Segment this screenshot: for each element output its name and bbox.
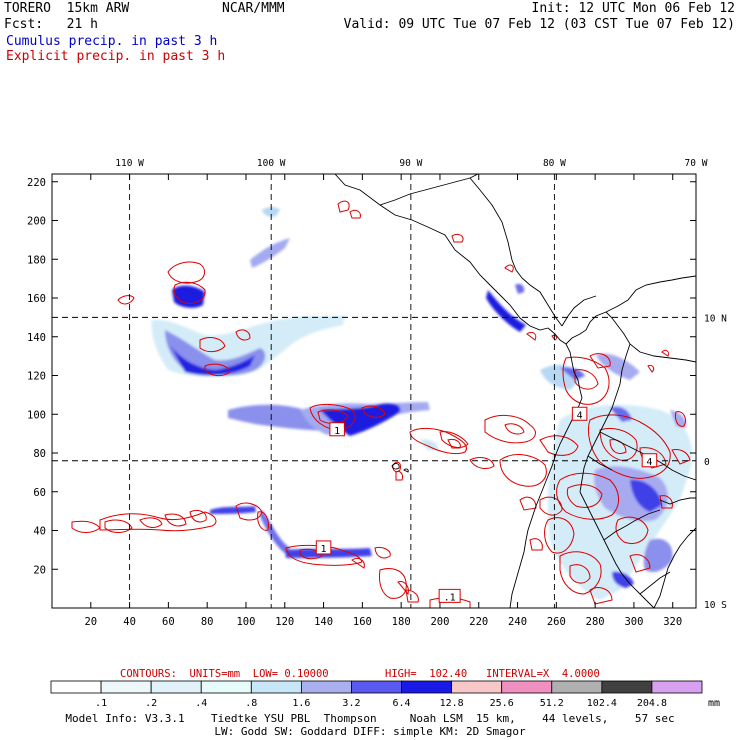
- contour-label-box: [641, 453, 658, 468]
- colorbar-label: 25.6: [490, 698, 514, 709]
- forecast-hour: Fcst: 21 h: [4, 17, 98, 32]
- contour-label-box: [329, 422, 345, 437]
- x-tick-label: 260: [547, 616, 566, 628]
- colorbar-label: .8: [245, 698, 257, 709]
- colorbar-label: 12.8: [440, 698, 464, 709]
- colorbar-swatch: [651, 680, 703, 694]
- x-tick-label: 80: [201, 616, 214, 628]
- colorbar-label: 102.4: [587, 698, 617, 709]
- contour-label: 1: [321, 544, 327, 555]
- longitude-label: 70 W: [685, 158, 708, 169]
- longitude-label: 110 W: [115, 158, 144, 169]
- contour-label: 1: [334, 426, 340, 437]
- x-tick-label: 280: [586, 616, 605, 628]
- y-tick-label: 120: [27, 371, 46, 383]
- y-tick-label: 200: [27, 216, 46, 228]
- latitude-label: 0: [704, 457, 710, 468]
- y-tick-label: 80: [33, 448, 46, 460]
- colorbar-swatch: [401, 680, 453, 694]
- y-tick-label: 160: [27, 293, 46, 305]
- x-tick-label: 200: [430, 616, 449, 628]
- contour-high: HIGH= 102.40: [385, 668, 468, 680]
- y-tick-label: 180: [27, 254, 46, 266]
- colorbar-swatch: [551, 680, 603, 694]
- y-tick-label: 220: [27, 177, 46, 189]
- y-tick-label: 140: [27, 332, 46, 344]
- contour-labels: 1 4 4 1 .1: [315, 406, 658, 603]
- y-axis-ticks: 20 40 60 80 100 120 140 160 180 200 220: [27, 177, 696, 576]
- x-tick-label: 40: [123, 616, 136, 628]
- contour-units: CONTOURS: UNITS=mm LOW= 0.10000: [120, 668, 329, 680]
- x-tick-label: 180: [392, 616, 411, 628]
- x-tick-label: 120: [275, 616, 294, 628]
- x-tick-label: 60: [162, 616, 175, 628]
- contour-label: 4: [577, 410, 583, 421]
- x-tick-label: 160: [353, 616, 372, 628]
- contour-label-box: [571, 406, 588, 421]
- colorbar-label: .4: [195, 698, 207, 709]
- x-tick-label: 20: [84, 616, 97, 628]
- colorbar-swatch: [601, 680, 653, 694]
- explicit-legend: Explicit precip. in past 3 h: [6, 49, 226, 64]
- plot-frame: [51, 173, 697, 609]
- latitude-labels: 10 N 0 10 S: [704, 313, 727, 611]
- contour-label-box: [438, 588, 461, 603]
- longitude-label: 100 W: [257, 158, 286, 169]
- colorbar-swatch: [351, 680, 402, 694]
- cumulus-legend: Cumulus precip. in past 3 h: [6, 34, 218, 49]
- colorbar-swatch: [300, 680, 352, 694]
- colorbar-swatch: [250, 680, 302, 694]
- explicit-precip-contours: [71, 200, 691, 608]
- coastlines: [334, 174, 696, 608]
- colorbar-swatch: [200, 680, 252, 694]
- longitude-label: 80 W: [543, 158, 566, 169]
- contour-label-box: [315, 540, 332, 555]
- colorbar-label: 3.2: [342, 698, 360, 709]
- init-time: Init: 12 UTC Mon 06 Feb 12: [531, 1, 736, 16]
- colorbar-swatch: [50, 680, 102, 694]
- colorbar-label: .1: [95, 698, 107, 709]
- colorbar-unit: mm: [708, 698, 720, 709]
- x-axis-ticks: 20 40 60 80 100 120 140 160 180 200 220 240 260 280 30…: [84, 174, 682, 628]
- valid-time: Valid: 09 UTC Tue 07 Feb 12 (03 CST Tue …: [343, 17, 735, 32]
- x-tick-label: 320: [663, 616, 682, 628]
- model-info-line1: Model Info: V3.3.1 Tiedtke YSU PBL Thomp…: [65, 712, 675, 725]
- latitude-label: 10 N: [704, 313, 727, 324]
- contour-interval: INTERVAL=X 4.0000: [486, 668, 600, 680]
- colorbar: .1 .2 .4 .8 1.6 3.2 6.4 12.8 25.6 51.2 102.4 204.8 m…: [50, 680, 720, 709]
- longitude-label: 90 W: [399, 158, 422, 169]
- colorbar-label: .2: [145, 698, 157, 709]
- organization: NCAR/MMM: [222, 1, 285, 16]
- colorbar-swatch: [501, 680, 553, 694]
- latitude-label: 10 S: [704, 600, 727, 611]
- x-tick-label: 240: [508, 616, 527, 628]
- x-tick-label: 140: [314, 616, 333, 628]
- y-tick-label: 100: [27, 409, 46, 421]
- y-tick-label: 60: [33, 487, 46, 499]
- model-info-line2: LW: Godd SW: Goddard DIFF: simple KM: 2D…: [214, 725, 526, 738]
- colorbar-label: 6.4: [393, 698, 411, 709]
- x-tick-label: 300: [624, 616, 643, 628]
- colorbar-swatch: [100, 680, 152, 694]
- x-tick-label: 100: [236, 616, 255, 628]
- contour-label: 4: [646, 457, 652, 468]
- model-name: TORERO 15km ARW: [4, 1, 130, 16]
- y-tick-label: 20: [33, 564, 46, 576]
- contour-label: .1: [444, 592, 456, 603]
- y-tick-label: 40: [33, 526, 46, 538]
- graticule: [52, 174, 696, 608]
- colorbar-swatch: [150, 680, 202, 694]
- colorbar-label: 204.8: [637, 698, 667, 709]
- x-tick-label: 220: [469, 616, 488, 628]
- colorbar-label: 51.2: [540, 698, 564, 709]
- colorbar-label: 1.6: [292, 698, 310, 709]
- colorbar-swatch: [451, 680, 503, 694]
- longitude-labels: 110 W 100 W 90 W 80 W 70 W: [115, 158, 707, 169]
